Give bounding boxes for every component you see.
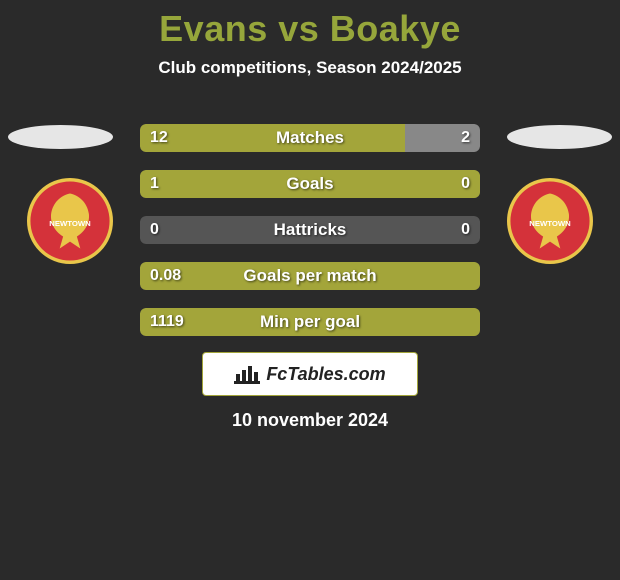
page-title: Evans vs Boakye <box>0 0 620 50</box>
stat-row: Min per goal1119 <box>140 308 480 336</box>
stat-value-left: 0.08 <box>150 262 181 290</box>
stat-value-left: 1 <box>150 170 159 198</box>
stat-label: Goals <box>140 170 480 198</box>
player-left-avatar-placeholder <box>8 125 113 149</box>
bar-chart-icon <box>234 364 260 384</box>
stat-label: Min per goal <box>140 308 480 336</box>
stat-row: Goals1 0 <box>140 170 480 198</box>
player-right-avatar-placeholder <box>507 125 612 149</box>
stat-label: Matches <box>140 124 480 152</box>
stat-row: Matches12 2 <box>140 124 480 152</box>
brand-text: FcTables.com <box>266 364 385 385</box>
stats-bars: Matches122Goals10Hattricks00Goals per ma… <box>140 124 480 354</box>
stat-value-left: 12 <box>150 124 168 152</box>
comparison-card: Evans vs Boakye Club competitions, Seaso… <box>0 0 620 580</box>
stat-value-right: 0 <box>461 170 470 198</box>
subtitle: Club competitions, Season 2024/2025 <box>0 58 620 78</box>
date-label: 10 november 2024 <box>0 410 620 431</box>
brand-badge: FcTables.com <box>202 352 418 396</box>
stat-value-left: 1119 <box>150 308 184 336</box>
stat-value-left: 0 <box>150 216 159 244</box>
stat-row: Goals per match0.08 <box>140 262 480 290</box>
stat-row: Hattricks0 0 <box>140 216 480 244</box>
svg-text:NEWTOWN: NEWTOWN <box>49 219 91 228</box>
stat-value-right: 0 <box>461 216 470 244</box>
stat-label: Goals per match <box>140 262 480 290</box>
stat-value-right: 2 <box>461 124 470 152</box>
club-crest-left: NEWTOWN <box>27 178 113 264</box>
svg-text:NEWTOWN: NEWTOWN <box>529 219 571 228</box>
stat-label: Hattricks <box>140 216 480 244</box>
club-crest-right: NEWTOWN <box>507 178 593 264</box>
